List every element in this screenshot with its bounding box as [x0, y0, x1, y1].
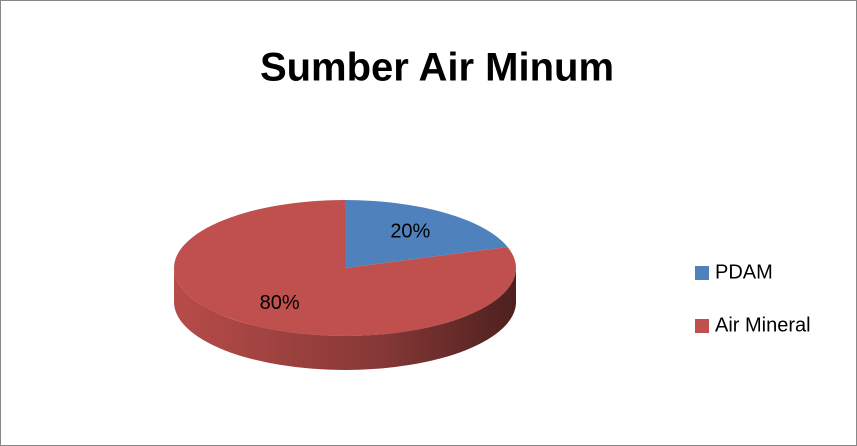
data-label: 20% — [390, 221, 430, 243]
pie-slice — [174, 200, 516, 336]
legend-label: Air Mineral — [715, 314, 811, 336]
chart-title: Sumber Air Minum — [260, 46, 614, 90]
data-label: 80% — [260, 292, 300, 314]
legend-swatch — [695, 319, 709, 333]
legend-swatch — [695, 266, 709, 280]
pie-slice — [345, 200, 508, 268]
pie-side-shade — [174, 268, 516, 370]
legend-label: PDAM — [715, 261, 773, 283]
